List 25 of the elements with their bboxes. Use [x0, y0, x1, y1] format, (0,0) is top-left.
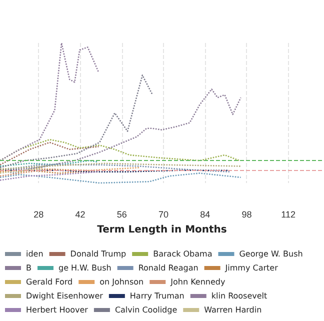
x-tick-label: 112 — [281, 210, 296, 220]
legend-label: George W. Bush — [239, 250, 303, 258]
legend-label: iden — [26, 250, 44, 258]
legend-label: Jimmy Carter — [224, 264, 279, 272]
x-axis-title: Term Length in Months — [97, 224, 227, 236]
legend-label: Ronald Reagan — [138, 264, 198, 272]
x-tick-label: 42 — [75, 210, 86, 220]
legend-label: Gerald Ford — [26, 278, 73, 286]
x-tick-label: 70 — [158, 210, 168, 220]
x-tick-label: 28 — [34, 210, 44, 220]
legend-label: on Johnson — [100, 278, 144, 286]
legend-label: Herbert Hoover — [26, 306, 89, 314]
x-tick-label: 84 — [200, 210, 210, 220]
legend-label: Warren Hardin — [204, 306, 262, 314]
legend-label: ge H.W. Bush — [58, 264, 112, 272]
x-tick-label: 56 — [116, 210, 127, 220]
legend-label: klin Roosevelt — [211, 292, 268, 300]
legend-label: Calvin Coolidge — [114, 306, 178, 314]
legend-label: Barack Obama — [153, 250, 212, 258]
legend-label: B — [26, 264, 32, 272]
legend-label: Harry Truman — [130, 292, 184, 300]
legend-label: Dwight Eisenhower — [26, 292, 104, 300]
legend-label: John Kennedy — [170, 278, 226, 286]
x-tick-label: 98 — [242, 210, 252, 220]
legend-label: Donald Trump — [70, 250, 126, 258]
